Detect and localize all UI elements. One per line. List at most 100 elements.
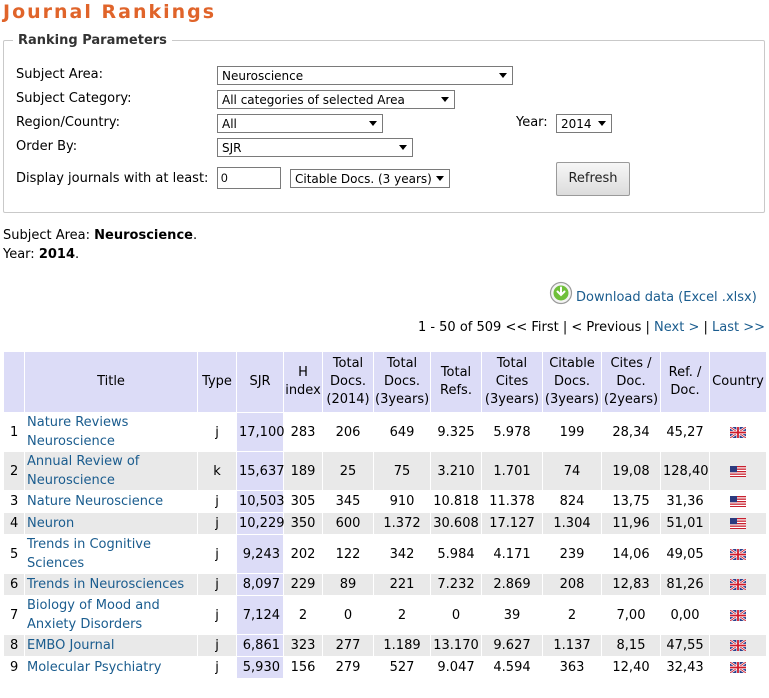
total-docs-3y-cell: 649 (374, 413, 430, 451)
total-docs-cell: 277 (323, 635, 373, 656)
subject-area-value: Neuroscience (222, 69, 304, 83)
header-title[interactable]: Title (25, 352, 197, 412)
total-refs-cell: 3.210 (431, 452, 481, 490)
header-total-refs[interactable]: Total Refs. (431, 352, 481, 412)
h-index-cell: 323 (284, 635, 322, 656)
cites-per-doc-cell: 13,75 (602, 491, 660, 512)
pagination-last-link[interactable]: Last >> (712, 320, 765, 335)
rank-cell: 4 (4, 513, 24, 534)
rank-cell: 8 (4, 635, 24, 656)
summary-area-value: Neuroscience (94, 228, 193, 243)
ref-per-doc-cell: 0,00 (661, 596, 709, 634)
title-cell: EMBO Journal (25, 635, 197, 656)
total-docs-3y-cell: 2 (374, 596, 430, 634)
total-docs-3y-cell: 1.372 (374, 513, 430, 534)
page-title: Journal Rankings (3, 1, 217, 23)
total-cites-cell: 11.378 (482, 491, 542, 512)
journal-link[interactable]: Nature Reviews Neuroscience (27, 415, 129, 449)
h-index-cell: 156 (284, 657, 322, 678)
total-docs-cell: 345 (323, 491, 373, 512)
chevron-down-icon (499, 73, 507, 78)
journal-link[interactable]: Nature Neuroscience (27, 494, 164, 509)
header-total-docs-year[interactable]: Total Docs. (2014) (323, 352, 373, 412)
header-citable-docs-3years[interactable]: Citable Docs. (3years) (543, 352, 601, 412)
total-refs-cell: 5.984 (431, 535, 481, 573)
header-cites-per-doc[interactable]: Cites / Doc. (2years) (602, 352, 660, 412)
summary-year-label: Year: (3, 247, 39, 262)
chevron-down-icon (598, 121, 606, 126)
subject-category-select[interactable]: All categories of selected Area (217, 90, 455, 109)
journal-link[interactable]: Trends in Cognitive Sciences (27, 537, 152, 571)
total-docs-cell: 206 (323, 413, 373, 451)
h-index-cell: 283 (284, 413, 322, 451)
header-ref-per-doc[interactable]: Ref. / Doc. (661, 352, 709, 412)
table-row: 4 Neuron j 10,229 350 600 1.372 30.608 1… (4, 513, 766, 534)
ref-per-doc-cell: 51,01 (661, 513, 709, 534)
citable-docs-cell: 1.304 (543, 513, 601, 534)
region-value: All (222, 117, 237, 131)
summary-subject-area: Subject Area: Neuroscience. (3, 228, 197, 243)
table-row: 1 Nature Reviews Neuroscience j 17,100 2… (4, 413, 766, 451)
journal-link[interactable]: Trends in Neurosciences (27, 577, 185, 592)
journal-link[interactable]: EMBO Journal (27, 638, 115, 653)
sjr-cell: 17,100 (237, 413, 285, 451)
journal-link[interactable]: Neuron (27, 516, 75, 531)
citable-docs-cell: 2 (543, 596, 601, 634)
header-type[interactable]: Type (198, 352, 236, 412)
header-h-index[interactable]: H index (284, 352, 322, 412)
download-data-link[interactable]: Download data (Excel .xlsx) (576, 290, 757, 305)
journal-link[interactable]: Molecular Psychiatry (27, 660, 162, 675)
cites-per-doc-cell: 12,83 (602, 574, 660, 595)
h-index-cell: 305 (284, 491, 322, 512)
total-cites-cell: 5.978 (482, 413, 542, 451)
country-cell (710, 491, 766, 512)
header-total-cites-3years[interactable]: Total Cites (3years) (482, 352, 542, 412)
ref-per-doc-cell: 81,26 (661, 574, 709, 595)
region-label: Region/Country: (16, 115, 120, 130)
header-sjr[interactable]: SJR (237, 352, 283, 412)
pagination-range: 1 - 50 of 509 (417, 320, 502, 335)
pagination-separator: | (641, 320, 655, 335)
country-cell (710, 452, 766, 490)
chevron-down-icon (369, 121, 377, 126)
region-select[interactable]: All (217, 114, 383, 133)
citable-docs-cell: 199 (543, 413, 601, 451)
year-select[interactable]: 2014 (556, 114, 612, 133)
citable-docs-cell: 1.137 (543, 635, 601, 656)
total-cites-cell: 4.171 (482, 535, 542, 573)
type-cell: k (198, 452, 236, 490)
total-docs-cell: 25 (323, 452, 373, 490)
summary-area-label: Subject Area: (3, 228, 95, 243)
uk-flag-icon (730, 426, 746, 438)
total-cites-cell: 4.594 (482, 657, 542, 678)
type-cell: j (198, 513, 236, 534)
refresh-button[interactable]: Refresh (556, 162, 630, 196)
type-cell: j (198, 413, 236, 451)
sjr-cell: 6,861 (237, 635, 283, 656)
table-row: 5 Trends in Cognitive Sciences j 9,243 2… (4, 535, 766, 573)
country-cell (710, 413, 766, 451)
cites-per-doc-cell: 11,96 (602, 513, 660, 534)
journal-link[interactable]: Annual Review of Neuroscience (27, 454, 140, 488)
title-cell: Trends in Neurosciences (25, 574, 197, 595)
doc-type-select[interactable]: Citable Docs. (3 years) (290, 169, 450, 188)
subject-area-select[interactable]: Neuroscience (217, 66, 513, 85)
summary-year: Year: 2014. (3, 247, 79, 262)
download-icon[interactable] (549, 281, 573, 305)
download-data[interactable]: Download data (Excel .xlsx) (549, 279, 757, 305)
sjr-cell: 10,229 (237, 513, 285, 534)
min-docs-input[interactable] (217, 167, 281, 189)
header-country[interactable]: Country (710, 352, 766, 412)
pagination-next-link[interactable]: Next > (654, 320, 700, 335)
total-refs-cell: 9.047 (431, 657, 481, 678)
ref-per-doc-cell: 31,36 (661, 491, 709, 512)
table-row: 8 EMBO Journal j 6,861 323 277 1.189 13.… (4, 635, 766, 656)
sjr-cell: 10,503 (237, 491, 285, 512)
order-by-select[interactable]: SJR (217, 138, 413, 157)
journal-link[interactable]: Biology of Mood and Anxiety Disorders (27, 598, 160, 632)
header-total-docs-3years[interactable]: Total Docs. (3years) (374, 352, 430, 412)
title-cell: Biology of Mood and Anxiety Disorders (25, 596, 197, 634)
ref-per-doc-cell: 128,40 (661, 452, 709, 490)
total-docs-cell: 89 (323, 574, 373, 595)
total-refs-cell: 10.818 (431, 491, 481, 512)
